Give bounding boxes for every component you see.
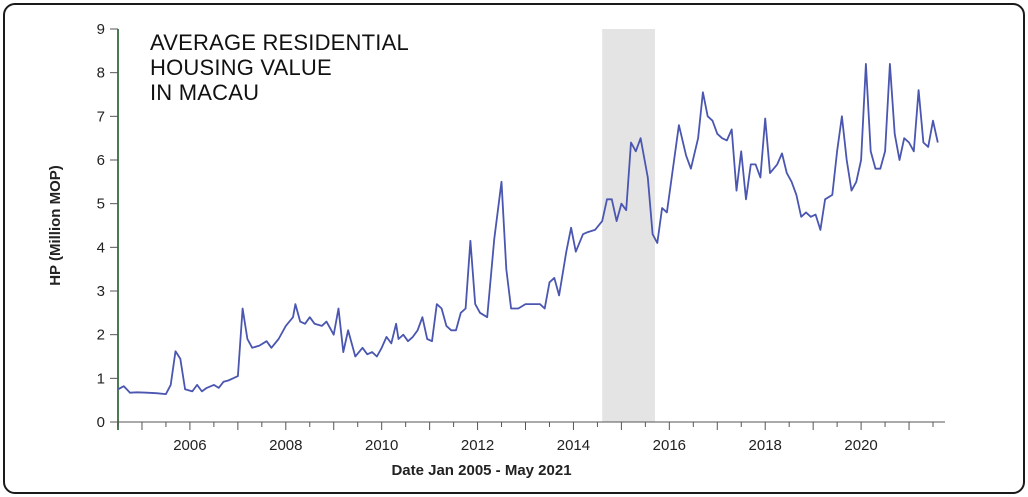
- y-axis-title: HP (Million MOP): [47, 165, 64, 286]
- y-tick-label: 3: [97, 283, 105, 300]
- y-tick-label: 7: [97, 108, 105, 125]
- y-tick-label: 0: [97, 414, 105, 431]
- y-tick-label: 5: [97, 196, 105, 213]
- chart-title-line-1: AVERAGE RESIDENTIAL: [150, 30, 409, 55]
- shaded-region: [602, 29, 655, 422]
- y-axis-ticks: 0 1 2 3 4 5 6 7 8 9: [97, 21, 118, 431]
- x-tick-label: 2012: [461, 437, 494, 454]
- chart-frame: [3, 3, 1025, 494]
- x-tick-label: 2008: [269, 437, 302, 454]
- x-tick-label: 2020: [844, 437, 877, 454]
- chart-title-line-3: IN MACAU: [150, 80, 260, 105]
- y-tick-label: 2: [97, 327, 105, 344]
- chart-title-line-2: HOUSING VALUE: [150, 55, 332, 80]
- y-tick-label: 1: [97, 370, 105, 387]
- x-tick-label: 2016: [653, 437, 686, 454]
- series-line: [117, 63, 939, 395]
- x-tick-label: 2014: [557, 437, 590, 454]
- x-axis-title: Date Jan 2005 - May 2021: [391, 462, 571, 479]
- chart-title: AVERAGE RESIDENTIAL HOUSING VALUE IN MAC…: [150, 30, 470, 105]
- x-tick-label: 2010: [365, 437, 398, 454]
- x-tick-label: 2018: [749, 437, 782, 454]
- y-tick-label: 9: [97, 21, 105, 38]
- y-tick-label: 8: [97, 65, 105, 82]
- x-axis-ticks: 2006 2008 2010 2012 2014 2016 2018 2020: [173, 437, 878, 454]
- x-axis-minor-ticks: [117, 422, 934, 430]
- y-tick-label: 4: [97, 239, 105, 256]
- y-tick-label: 6: [97, 152, 105, 169]
- x-tick-label: 2006: [173, 437, 206, 454]
